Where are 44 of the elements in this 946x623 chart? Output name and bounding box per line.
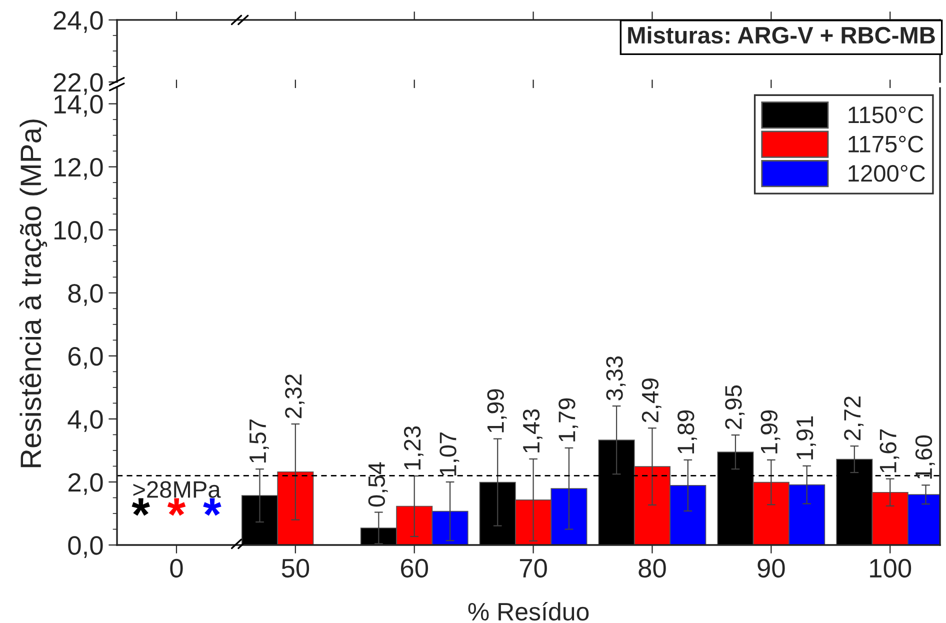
data-label: 3,33 bbox=[606, 356, 626, 400]
x-tick-label: 100 bbox=[870, 558, 912, 578]
y-tick-label: 4,0 bbox=[68, 410, 103, 432]
y-tick-label: 8,0 bbox=[68, 284, 103, 306]
data-label: 2,95 bbox=[725, 385, 745, 430]
y-tick-label: 14,0 bbox=[54, 94, 103, 117]
annotation: >28MPa bbox=[133, 481, 221, 498]
y-tick-label: 10,0 bbox=[54, 220, 103, 243]
data-label: 1,99 bbox=[760, 410, 780, 454]
data-label: 1,79 bbox=[558, 398, 578, 442]
annotation: * bbox=[132, 498, 150, 516]
annotation: Misturas: ARG-V + RBC-MB bbox=[628, 26, 935, 44]
x-tick-label: 80 bbox=[638, 558, 666, 578]
data-label: 1,67 bbox=[880, 429, 900, 472]
y-tick-label: 22,0 bbox=[54, 73, 103, 95]
x-tick-label: 0 bbox=[170, 558, 183, 578]
x-tick-label: 90 bbox=[758, 558, 785, 578]
data-label: 2,32 bbox=[285, 374, 305, 418]
data-label: 1,23 bbox=[404, 426, 424, 470]
y-tick-label: 0,0 bbox=[68, 536, 103, 558]
data-label: 2,72 bbox=[844, 396, 864, 440]
x-tick-label: 60 bbox=[401, 558, 428, 578]
data-label: 1,43 bbox=[522, 409, 542, 452]
y-axis-title: Resistência à tração (MPa) bbox=[19, 120, 48, 468]
x-tick-label: 70 bbox=[520, 558, 547, 578]
legend-label: 1175°C bbox=[848, 136, 924, 152]
x-tick-label: 50 bbox=[282, 558, 310, 578]
annotation: * bbox=[167, 498, 186, 516]
data-label: 1,57 bbox=[250, 420, 269, 463]
data-label: 1,89 bbox=[678, 410, 698, 454]
data-label: 1,07 bbox=[440, 432, 460, 476]
y-tick-label: 6,0 bbox=[68, 347, 103, 369]
y-tick-label: 24,0 bbox=[54, 11, 103, 33]
data-label: 1,99 bbox=[487, 389, 507, 432]
data-label: 1,91 bbox=[796, 416, 816, 460]
data-label: 0,54 bbox=[368, 462, 388, 507]
y-tick-label: 12,0 bbox=[54, 158, 103, 180]
legend-label: 1200°C bbox=[848, 165, 925, 182]
data-label: 1,60 bbox=[915, 435, 935, 479]
legend-label: 1150°C bbox=[848, 106, 924, 124]
y-tick-label: 2,0 bbox=[68, 473, 103, 495]
data-label: 2,49 bbox=[642, 378, 662, 422]
annotation: * bbox=[203, 498, 222, 516]
x-axis-title: % Resíduo bbox=[468, 602, 589, 621]
